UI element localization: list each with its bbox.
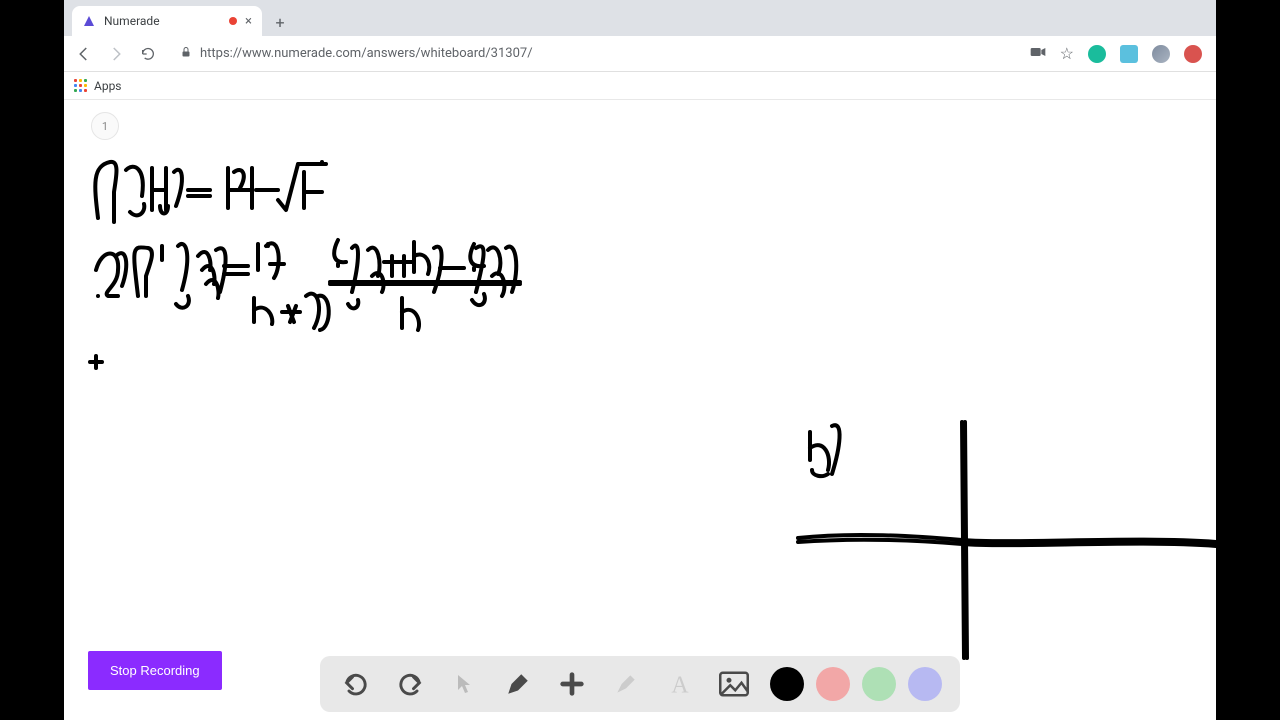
star-icon[interactable]: ☆ [1060, 44, 1074, 63]
forward-button [104, 42, 128, 66]
toolbar-right-icons: ☆ [1024, 44, 1208, 63]
apps-label: Apps [94, 79, 122, 93]
apps-shortcut[interactable]: Apps [74, 79, 122, 93]
lock-icon [180, 46, 192, 61]
url-input[interactable]: https://www.numerade.com/answers/whitebo… [168, 40, 1016, 68]
color-swatch-black[interactable] [770, 667, 804, 701]
whiteboard-toolbar: A [320, 656, 960, 712]
color-swatch-purple[interactable] [908, 667, 942, 701]
recording-indicator-icon [229, 17, 237, 25]
svg-text:A: A [671, 673, 689, 697]
reload-button[interactable] [136, 42, 160, 66]
new-tab-button[interactable]: + [266, 8, 294, 36]
color-swatch-green[interactable] [862, 667, 896, 701]
tab-title: Numerade [104, 14, 221, 28]
address-bar: https://www.numerade.com/answers/whitebo… [64, 36, 1216, 72]
undo-button[interactable] [338, 666, 374, 702]
browser-tab[interactable]: Numerade × [72, 6, 262, 36]
text-tool[interactable]: A [662, 666, 698, 702]
pointer-tool[interactable] [446, 666, 482, 702]
browser-window: Numerade × + https://www.numerade.com/an… [64, 0, 1216, 720]
pen-tool[interactable] [500, 666, 536, 702]
back-button[interactable] [72, 42, 96, 66]
stop-recording-button[interactable]: Stop Recording [88, 651, 222, 690]
apps-grid-icon [74, 79, 88, 93]
profile-avatar-icon[interactable] [1152, 45, 1170, 63]
whiteboard-canvas[interactable]: 1 [64, 100, 1216, 720]
image-tool[interactable] [716, 666, 752, 702]
color-swatch-red[interactable] [816, 667, 850, 701]
url-text: https://www.numerade.com/answers/whitebo… [200, 46, 1004, 61]
page-content: 1 Stop Recording A [64, 100, 1216, 720]
add-tool[interactable] [554, 666, 590, 702]
extension-icon[interactable] [1088, 45, 1106, 63]
highlighter-tool[interactable] [608, 666, 644, 702]
close-tab-icon[interactable]: × [245, 14, 252, 29]
camera-icon[interactable] [1030, 46, 1046, 62]
tab-bar: Numerade × + [64, 0, 1216, 36]
ink-drawing [64, 100, 1216, 720]
bookmarks-bar: Apps [64, 72, 1216, 100]
extension-icon[interactable] [1120, 45, 1138, 63]
extension-icon[interactable] [1184, 45, 1202, 63]
numerade-favicon-icon [82, 14, 96, 28]
redo-button[interactable] [392, 666, 428, 702]
